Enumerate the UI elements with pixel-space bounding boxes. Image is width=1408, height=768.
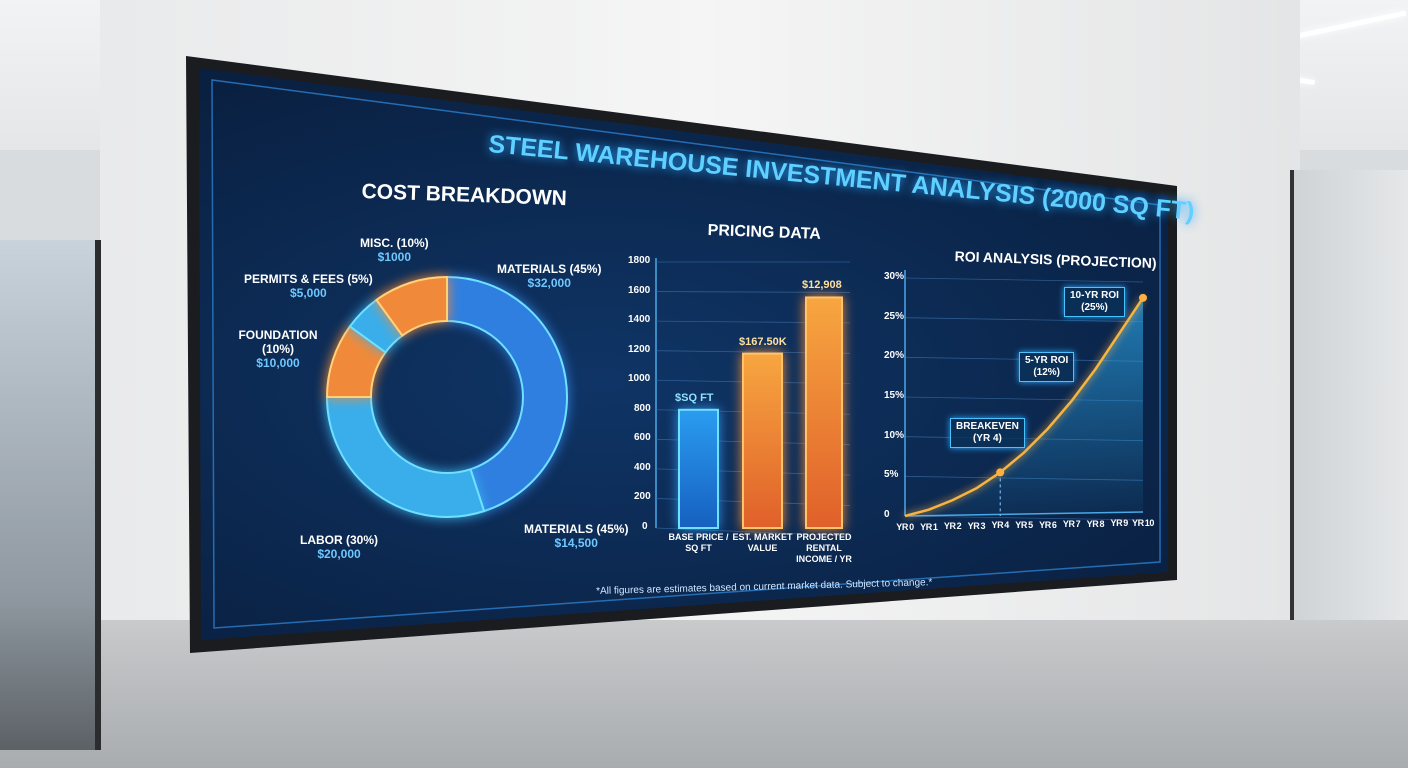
y-tick-label: 200 — [634, 491, 651, 503]
x-tick-label: YR 7 — [1062, 519, 1081, 530]
bar — [678, 408, 719, 529]
gridline — [904, 317, 1144, 323]
donut-slice — [446, 275, 568, 513]
y-tick-label: 25% — [884, 310, 905, 322]
window-left — [0, 240, 101, 750]
slice-label-permits: PERMITS & FEES (5%) $5,000 — [244, 272, 373, 300]
donut-slice — [325, 396, 486, 518]
x-tick-label: YR 6 — [1039, 519, 1057, 530]
roi-line — [904, 297, 1145, 518]
y-tick-label: 600 — [634, 432, 651, 444]
x-tick-label: YR 10 — [1131, 518, 1155, 528]
bar — [742, 352, 783, 529]
y-tick-label: 0 — [642, 521, 648, 532]
slice-label-materials-extra: MATERIALS (45%) $14,500 — [524, 522, 629, 550]
x-tick-label: YR 4 — [991, 520, 1009, 531]
gridline — [904, 515, 1144, 521]
y-tick-label: 15% — [884, 390, 905, 401]
x-tick-label: YR 9 — [1110, 518, 1128, 529]
bar-data-label: $167.50K — [739, 335, 787, 348]
bar — [805, 296, 843, 530]
slice-label-misc: MISC. (10%) $1000 — [360, 236, 429, 264]
glass-door — [1290, 170, 1408, 620]
x-category-label: BASE PRICE / SQ FT — [668, 532, 729, 553]
data-point — [1139, 293, 1147, 302]
area-fill — [905, 297, 1143, 516]
x-category-label: EST. MARKET VALUE — [732, 532, 793, 553]
x-tick-label: YR 0 — [896, 522, 914, 532]
x-tick-label: YR 3 — [967, 520, 986, 531]
y-tick-label: 800 — [634, 402, 651, 414]
gridline — [655, 291, 851, 293]
callout-10yr-roi: 10-YR ROI (25%) — [1064, 287, 1125, 317]
slice-label-foundation: FOUNDATION (10%) $10,000 — [238, 328, 318, 370]
callout-5yr-roi: 5-YR ROI (12%) — [1019, 352, 1075, 382]
data-point — [996, 468, 1005, 477]
gridline — [655, 527, 851, 537]
y-tick-label: 20% — [884, 350, 905, 362]
slice-label-materials: MATERIALS (45%) $32,000 — [497, 262, 602, 290]
x-category-label: PROJECTED RENTAL INCOME / YR — [796, 532, 852, 564]
x-tick-label: YR 1 — [920, 521, 938, 532]
slice-label-labor: LABOR (30%) $20,000 — [300, 533, 379, 561]
bar-data-label: $12,908 — [802, 279, 842, 292]
y-tick-label: 5% — [884, 469, 899, 481]
y-tick-label: 1000 — [628, 373, 651, 385]
y-tick-label: 0 — [884, 509, 890, 520]
y-tick-label: 1600 — [628, 284, 651, 296]
x-tick-label: YR 8 — [1086, 518, 1105, 529]
donut-slice — [375, 275, 448, 337]
x-tick-label: YR 2 — [943, 521, 962, 532]
y-tick-label: 10% — [884, 429, 905, 441]
y-tick-label: 1400 — [628, 314, 651, 326]
y-tick-label: 1800 — [628, 255, 651, 266]
y-tick-label: 30% — [884, 271, 905, 282]
y-tick-label: 400 — [634, 461, 651, 473]
x-tick-label: YR 5 — [1015, 520, 1033, 530]
gridline — [904, 277, 1144, 283]
callout-breakeven: BREAKEVEN (YR 4) — [950, 418, 1025, 448]
bar-data-label: $SQ FT — [675, 391, 714, 404]
y-tick-label: 1200 — [628, 343, 651, 355]
